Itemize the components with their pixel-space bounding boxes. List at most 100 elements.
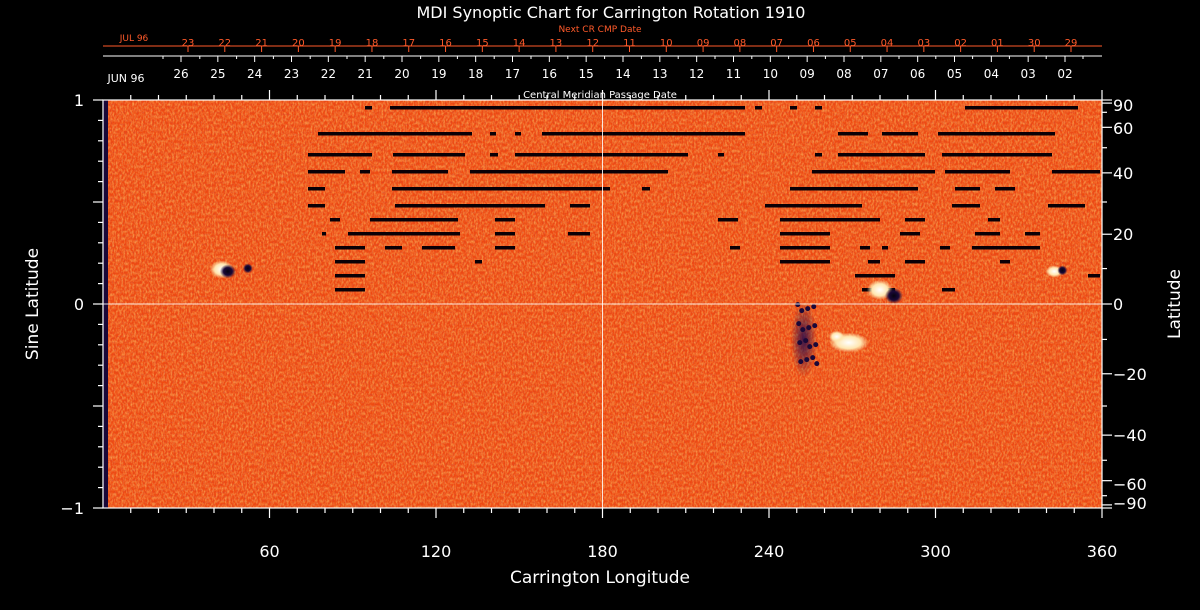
next-cmp-date-label: 20 <box>292 38 305 49</box>
y-axis-right-title: Latitude <box>1165 269 1185 339</box>
data-gap-bar <box>995 187 1015 191</box>
data-gap-bar <box>495 246 515 250</box>
data-gap-bar <box>952 204 980 208</box>
next-cmp-date-label: 14 <box>513 38 526 49</box>
data-gap-bar <box>945 170 1010 174</box>
x-tick-label: 300 <box>920 542 951 561</box>
y-right-tick-label: 60 <box>1113 119 1133 138</box>
data-gap-bar <box>490 132 496 136</box>
data-gap-bar <box>900 232 920 236</box>
cmp-date-label: 05 <box>947 67 962 81</box>
data-gap-bar <box>392 187 610 191</box>
data-gap-bar <box>308 170 345 174</box>
y-right-tick-label: −90 <box>1113 494 1147 513</box>
data-gap-bar <box>1088 274 1100 278</box>
next-cmp-date-label: 22 <box>218 38 231 49</box>
negative-polarity-spot <box>219 264 236 279</box>
data-gap-bar <box>942 153 1052 157</box>
data-gap-bar <box>542 132 745 136</box>
data-gap-bar <box>718 218 738 222</box>
next-cmp-date-label: 01 <box>991 38 1004 49</box>
next-cmp-date-label: 17 <box>402 38 415 49</box>
active-region <box>790 301 869 378</box>
x-axis-title: Carrington Longitude <box>510 568 690 588</box>
data-gap-bar <box>905 218 925 222</box>
next-cmp-date-label: 18 <box>366 38 379 49</box>
data-gap-bar <box>370 218 458 222</box>
x-tick-label: 240 <box>754 542 785 561</box>
x-axis: 60 120 180 240 300 360 <box>130 90 1118 561</box>
data-gap-bar <box>790 187 918 191</box>
negative-polarity-dot <box>804 357 810 363</box>
next-cmp-date-label: 02 <box>954 38 967 49</box>
negative-polarity-dot <box>795 302 801 308</box>
negative-polarity-dot <box>797 340 803 346</box>
data-gap-bar <box>390 106 745 110</box>
data-gap-bar <box>730 246 740 250</box>
data-gap-bar <box>365 106 372 110</box>
data-gap-bar <box>855 274 895 278</box>
data-gap-bar <box>955 187 980 191</box>
negative-polarity-dot <box>810 355 816 361</box>
cmp-date-label: 09 <box>800 67 815 81</box>
data-gap-bar <box>568 232 590 236</box>
data-gap-bar <box>765 204 862 208</box>
negative-polarity-spot <box>884 287 903 304</box>
data-gap-bar <box>815 153 822 157</box>
next-cmp-date-label: 16 <box>439 38 452 49</box>
data-gap-bar <box>868 260 880 264</box>
data-gap-bar <box>882 132 918 136</box>
next-cmp-month-label: JUL 96 <box>119 34 149 44</box>
cmp-date-label: 06 <box>910 67 925 81</box>
data-gap-bar <box>1052 170 1100 174</box>
x-tick-label: 60 <box>259 542 279 561</box>
y-right-tick-label: 20 <box>1113 225 1133 244</box>
x-tick-label: 180 <box>587 542 618 561</box>
next-cmp-date-label: 08 <box>734 38 747 49</box>
cmp-date-label: 07 <box>873 67 888 81</box>
next-cmp-date-label: 29 <box>1065 38 1078 49</box>
cmp-date-label: 16 <box>542 67 557 81</box>
x-tick-label: 120 <box>421 542 452 561</box>
cmp-date-label: 18 <box>468 67 483 81</box>
negative-polarity-fragment <box>242 263 253 274</box>
next-cmp-date-label: 03 <box>917 38 930 49</box>
negative-polarity-dot <box>800 327 806 333</box>
data-gap-bar <box>545 106 552 110</box>
active-region <box>209 260 253 279</box>
next-cmp-date-label: 06 <box>807 38 820 49</box>
data-gap-bar <box>642 187 650 191</box>
cmp-date-label: 20 <box>394 67 409 81</box>
data-gap-bar <box>335 246 365 250</box>
data-gap-bar <box>495 218 515 222</box>
negative-polarity-dot <box>805 306 811 312</box>
data-gap-bar <box>718 153 724 157</box>
y-left-tick-label: 0 <box>74 295 84 314</box>
cmp-date-label: 22 <box>321 67 336 81</box>
data-gap-bar <box>395 204 545 208</box>
y-right-tick-label: −60 <box>1113 475 1147 494</box>
next-cmp-date-label: 07 <box>770 38 783 49</box>
data-gap-bar <box>318 132 472 136</box>
data-gap-bar <box>780 232 830 236</box>
y-right-tick-label: 90 <box>1113 96 1133 115</box>
next-cmp-date-label: 11 <box>623 38 636 49</box>
negative-polarity-dot <box>798 359 804 365</box>
cmp-date-labels: 26 25 24 23 22 21 20 19 18 17 16 15 14 13 12 11 10 09 08 07… <box>162 56 1084 81</box>
next-cmp-date-label: 23 <box>182 38 195 49</box>
data-gap-bar <box>570 204 590 208</box>
y-right-tick-label: −20 <box>1113 365 1147 384</box>
data-gap-bar <box>385 246 402 250</box>
x-tick-label: 360 <box>1087 542 1118 561</box>
data-gap-bar <box>780 246 830 250</box>
data-gap-bar <box>838 153 925 157</box>
y-left-tick-label: −1 <box>60 499 84 518</box>
data-gap-bar <box>393 153 465 157</box>
data-gap-bar <box>348 232 460 236</box>
cmp-date-label: 12 <box>689 67 704 81</box>
data-gap-bar <box>942 288 955 292</box>
missing-data-bars <box>308 106 1100 292</box>
data-gap-bar <box>780 260 830 264</box>
data-gap-bar <box>815 106 822 110</box>
